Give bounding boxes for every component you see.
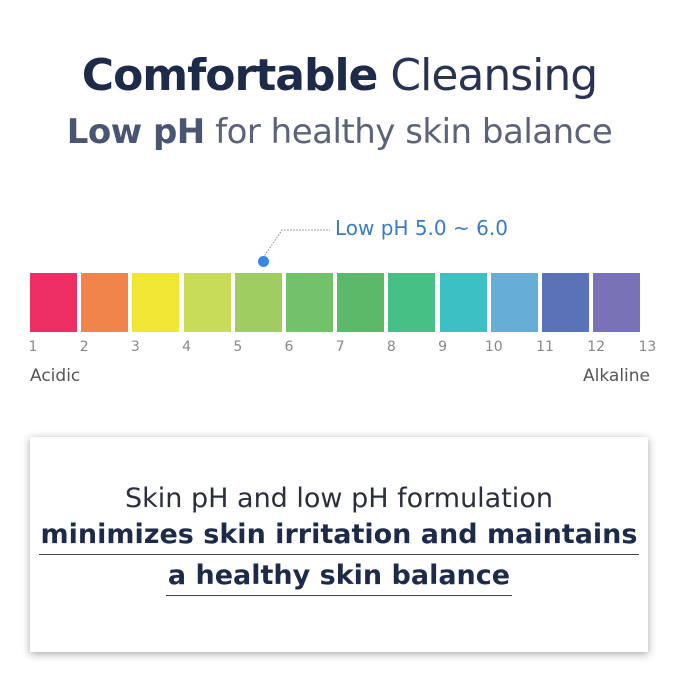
ph-block-1 <box>30 273 77 332</box>
info-card: Skin pH and low pH formulation minimizes… <box>30 437 648 652</box>
acidic-label: Acidic <box>30 366 81 386</box>
ph-block-8 <box>388 273 436 332</box>
tick-label: 3 <box>130 339 140 355</box>
ph-block-5 <box>234 273 282 332</box>
ph-block-2 <box>81 273 129 332</box>
tick-label: 2 <box>79 339 89 355</box>
ph-block-6 <box>286 273 333 332</box>
subtitle-light: for healthy skin balance <box>215 112 613 152</box>
tick-label: 10 <box>484 339 503 355</box>
tick-label: 1 <box>28 339 38 355</box>
card-line-3: a healthy skin balance <box>165 557 513 596</box>
tick-label: 7 <box>335 339 345 355</box>
title: Comfortable Cleansing <box>0 50 679 101</box>
tick-label: 13 <box>638 339 657 355</box>
ph-marker-dot <box>258 256 269 267</box>
ph-block-9 <box>439 273 487 332</box>
tick-label: 11 <box>536 339 554 355</box>
subtitle: Low pH for healthy skin balance <box>0 112 679 152</box>
ph-block-12 <box>593 273 641 332</box>
ph-block-4 <box>183 273 231 332</box>
tick-label: 5 <box>233 339 243 355</box>
ph-block-3 <box>132 273 180 332</box>
ph-block-11 <box>542 273 589 332</box>
subtitle-bold: Low pH <box>66 112 206 152</box>
card-line-2: minimizes skin irritation and maintains <box>38 516 640 555</box>
tick-label: 6 <box>284 339 294 355</box>
alkaline-label: Alkaline <box>583 366 650 386</box>
ph-block-10 <box>490 273 538 332</box>
tick-label: 9 <box>438 339 448 355</box>
ph-block-7 <box>337 273 385 332</box>
card-line-1: Skin pH and low pH formulation <box>125 483 553 514</box>
title-bold: Comfortable <box>81 50 379 101</box>
tick-label: 4 <box>182 339 192 355</box>
callout-label: Low pH 5.0 ~ 6.0 <box>335 216 508 240</box>
tick-label: 12 <box>587 339 606 355</box>
title-light: Cleansing <box>390 50 598 101</box>
tick-label: 8 <box>386 339 396 355</box>
